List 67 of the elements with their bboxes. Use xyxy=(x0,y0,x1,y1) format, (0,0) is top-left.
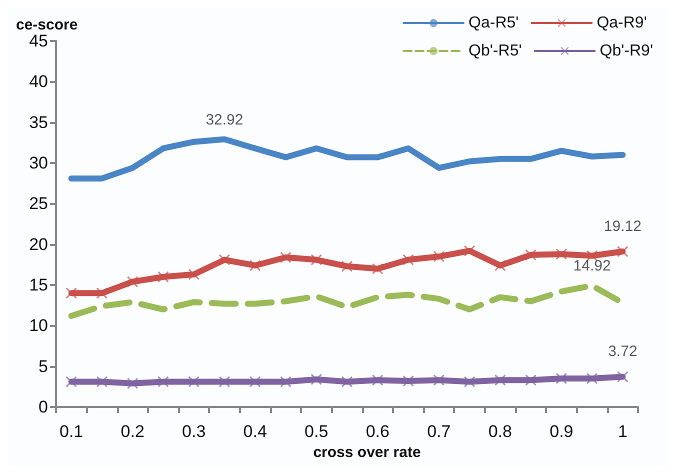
point xyxy=(218,254,230,266)
point xyxy=(586,373,598,384)
point xyxy=(158,376,169,388)
x-tick-label: 0.8 xyxy=(488,422,512,441)
point xyxy=(127,378,138,389)
x-tick-label: 0.5 xyxy=(304,422,328,441)
point xyxy=(342,376,352,388)
legend-label: Qa-R9' xyxy=(596,14,647,32)
x-tick-label: 0.7 xyxy=(427,422,451,441)
point xyxy=(494,374,506,386)
point xyxy=(402,375,414,386)
point xyxy=(464,376,476,388)
point xyxy=(250,260,261,271)
y-tick-label: 20 xyxy=(29,234,48,254)
y-tick-label: 10 xyxy=(29,316,48,336)
point xyxy=(96,376,108,388)
legend-label: Qb'-R5' xyxy=(468,42,522,60)
point xyxy=(280,252,292,263)
x-tick-label: 0.4 xyxy=(243,422,267,441)
x-tick-label: 0.9 xyxy=(550,422,574,441)
x-tick-label: 0.6 xyxy=(366,422,390,441)
x-axis-title: cross over rate xyxy=(313,444,421,461)
y-tick-label: 40 xyxy=(29,72,48,92)
point xyxy=(66,376,77,388)
y-tick-label: 5 xyxy=(38,356,48,376)
point xyxy=(494,260,506,271)
data-label: 19.12 xyxy=(604,218,642,235)
y-tick-label: 30 xyxy=(29,154,48,172)
point xyxy=(556,248,567,260)
point xyxy=(127,276,138,288)
point xyxy=(525,374,536,386)
point xyxy=(310,374,322,385)
x-tick-label: 1 xyxy=(618,422,628,441)
legend-label: Qb'-R9' xyxy=(600,42,653,60)
point xyxy=(250,376,261,388)
data-label: 32.92 xyxy=(206,111,244,128)
data-label: 3.72 xyxy=(608,343,638,360)
y-tick-label: 45 xyxy=(29,32,48,50)
point xyxy=(218,376,230,388)
point xyxy=(556,373,567,384)
y-tick-label: 25 xyxy=(29,194,48,214)
y-tick-label: 0 xyxy=(38,398,48,416)
y-tick-label: 35 xyxy=(29,112,48,132)
point xyxy=(372,263,384,274)
point xyxy=(617,371,628,382)
point xyxy=(464,245,476,256)
point xyxy=(188,268,200,280)
x-tick-label: 0.1 xyxy=(59,422,84,441)
y-tick-label: 15 xyxy=(29,276,48,294)
y-axis-title: ce-score xyxy=(16,16,78,34)
point xyxy=(402,254,414,266)
point xyxy=(433,374,444,386)
point xyxy=(342,260,352,272)
point xyxy=(372,374,384,386)
point xyxy=(433,251,444,262)
data-label: 14.92 xyxy=(573,258,611,275)
point xyxy=(525,249,536,260)
point xyxy=(158,271,169,282)
point xyxy=(66,288,77,299)
point xyxy=(310,254,322,266)
point xyxy=(280,376,292,388)
point xyxy=(96,288,108,299)
legend-label: Qa-R5' xyxy=(468,14,519,32)
point xyxy=(188,376,200,388)
x-tick-label: 0.3 xyxy=(182,422,206,441)
point xyxy=(617,246,628,257)
x-tick-label: 0.2 xyxy=(120,422,144,441)
